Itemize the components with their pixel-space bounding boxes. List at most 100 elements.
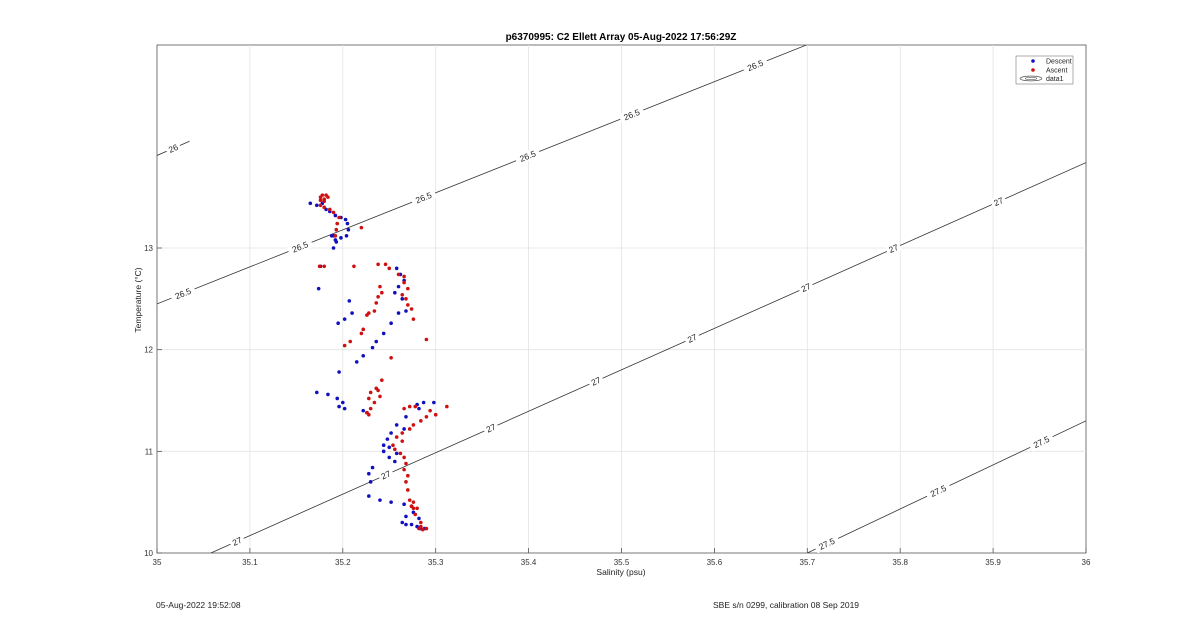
y-tick-label: 12 (144, 346, 153, 355)
contour-label: 27 (989, 194, 1008, 210)
contour-label-text: 27 (485, 421, 498, 434)
ascent-point (322, 264, 327, 269)
descent-point (333, 238, 338, 242)
contour-label-bg (228, 533, 246, 549)
x-tick-label: 36 (1082, 558, 1091, 567)
footer-timestamp: 05-Aug-2022 19:52:08 (156, 600, 241, 610)
contour-label-bg (683, 330, 701, 346)
descent-point (402, 502, 406, 507)
contour-label-bg (164, 140, 182, 156)
descent-point (387, 445, 392, 450)
ascent-point (394, 435, 399, 439)
ascent-point (406, 488, 410, 492)
ascent-point (393, 447, 397, 452)
ascent-point (334, 227, 339, 232)
contour-label-bg (410, 188, 437, 207)
descent-point (341, 400, 345, 405)
descent-point (345, 221, 350, 226)
descent-point (393, 290, 397, 295)
ascent-point (376, 295, 380, 299)
contour-label-text: 27 (887, 242, 900, 255)
ascent-point (420, 527, 425, 532)
descent-point (432, 400, 436, 405)
contour-label-bg (797, 280, 815, 296)
descent-point (370, 345, 375, 350)
legend-marker-contour-inner (1024, 77, 1038, 80)
ascent-point (413, 404, 418, 409)
x-tick-label: 35.2 (335, 558, 351, 567)
ascent-point (380, 290, 384, 295)
density-contour-line (157, 45, 808, 305)
ascent-point (326, 195, 330, 199)
descent-point (335, 396, 340, 401)
footer-calibration: SBE s/n 0299, calibration 08 Sep 2019 (713, 600, 860, 610)
descent-point (381, 443, 386, 448)
ascent-point (424, 414, 429, 419)
contour-label-bg (741, 56, 769, 75)
y-axis-ticks: 10 11 12 13 (144, 244, 162, 558)
ascent-point (317, 264, 322, 269)
descent-point (346, 227, 351, 232)
contour-label: 27 (884, 240, 903, 256)
x-tick-label: 35.3 (428, 558, 444, 567)
contour-label-text: 27 (800, 281, 813, 294)
descent-point (314, 203, 319, 208)
descent-point (336, 321, 340, 326)
grid-lines (157, 45, 1086, 553)
descent-point (389, 321, 393, 326)
legend: Descent Ascent data1 (1015, 55, 1074, 85)
descent-point (331, 246, 336, 250)
ascent-point (413, 512, 418, 517)
ascent-point (318, 203, 323, 208)
contour-label-text: 27 (380, 468, 393, 481)
contour-label: 27 (587, 373, 605, 389)
chart-title: p6370995: C2 Ellett Array 05-Aug-2022 17… (506, 32, 737, 43)
ascent-point (402, 274, 406, 279)
ascent-point (409, 307, 414, 311)
ascent-point (424, 337, 429, 342)
ascent-point (406, 286, 410, 291)
x-axis-label: Salinity (psu) (596, 567, 645, 577)
descent-point (361, 408, 366, 413)
y-axis-label: Temperature (°C) (133, 267, 143, 332)
descent-point (354, 360, 359, 364)
contour-label-bg (813, 533, 841, 553)
descent-point (368, 480, 373, 484)
ascent-point (407, 427, 412, 431)
descent-point (343, 217, 348, 222)
ascent-point (335, 221, 340, 226)
ascent-point (352, 264, 356, 269)
contour-label: 27 (228, 533, 246, 549)
ascent-point (367, 412, 371, 417)
ascent-point (378, 394, 382, 399)
descent-point (396, 284, 401, 289)
ascent-point (387, 266, 392, 271)
descent-point (337, 370, 341, 374)
legend-marker-descent (1031, 59, 1035, 63)
descent-point (389, 431, 393, 435)
ascent-point (374, 301, 379, 305)
ascent-point (400, 439, 405, 443)
y-tick-label: 13 (144, 244, 153, 253)
ascent-point (419, 419, 423, 423)
contour-label-text: 27 (992, 195, 1005, 208)
ascent-point (368, 390, 373, 395)
contour-label-text: 27 (590, 375, 603, 388)
ascent-point (445, 404, 449, 409)
contour-label-bg (286, 237, 314, 257)
y-tick-label: 11 (145, 447, 154, 456)
legend-marker-ascent (1031, 68, 1035, 72)
ascent-point (428, 408, 432, 413)
contour-label-text: 26 (167, 142, 180, 155)
ascent-point (333, 234, 338, 238)
ascent-point (411, 317, 416, 321)
ascent-point (322, 199, 327, 204)
x-tick-label: 35 (153, 558, 162, 567)
x-tick-label: 35.7 (800, 558, 816, 567)
descent-point (400, 520, 405, 525)
ascent-point (331, 210, 336, 215)
contour-label-bg (482, 420, 500, 436)
ascent-point (372, 309, 377, 313)
contour-label-bg (377, 467, 395, 483)
